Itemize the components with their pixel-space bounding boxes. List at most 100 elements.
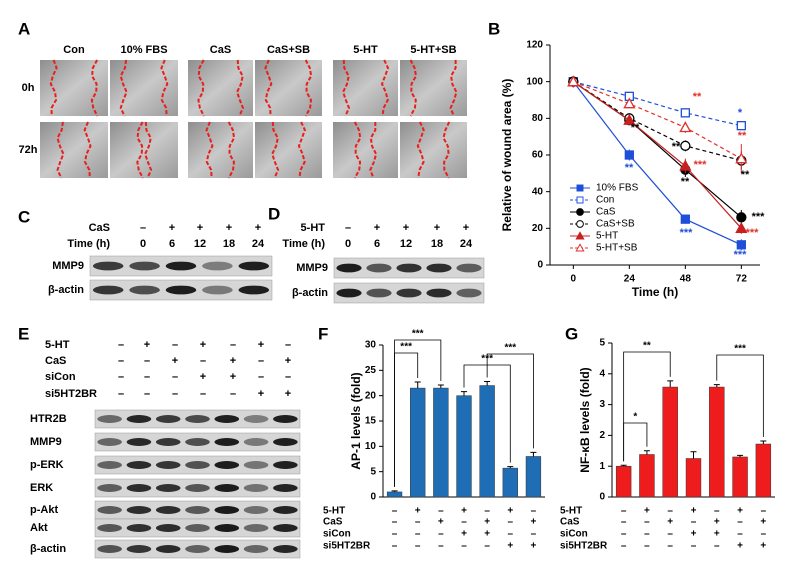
- band: [185, 461, 210, 469]
- row-label: 72h: [19, 144, 38, 156]
- band: [126, 484, 152, 492]
- bar: [755, 443, 772, 498]
- y-tick-label: 4: [599, 368, 605, 379]
- time-value: 18: [223, 238, 235, 250]
- sign: +: [374, 222, 380, 234]
- band: [155, 461, 181, 469]
- micrograph: [40, 122, 108, 178]
- y-tick-label: 30: [365, 340, 377, 351]
- bar: [502, 467, 518, 498]
- sign: +: [461, 529, 467, 540]
- legend-label: 10% FBS: [596, 183, 639, 194]
- significance: ***: [400, 342, 412, 353]
- band: [155, 545, 181, 553]
- significance: **: [681, 176, 690, 188]
- column-label: 5-HT: [353, 44, 378, 56]
- marker: [575, 231, 585, 240]
- sign: –: [737, 529, 743, 540]
- band: [243, 545, 269, 553]
- sign: –: [144, 388, 150, 400]
- sign: +: [230, 355, 236, 367]
- band: [126, 506, 152, 514]
- wound-edge: [264, 59, 273, 117]
- panel-label: G: [565, 324, 578, 343]
- time-label: Time (h): [67, 238, 110, 250]
- significance: ***: [412, 329, 424, 340]
- blot-label: β-actin: [30, 543, 66, 555]
- band: [396, 263, 422, 273]
- treatment-label: CaS: [89, 222, 110, 234]
- wound-edge: [49, 59, 58, 117]
- band: [336, 263, 362, 273]
- micrograph: [255, 122, 322, 178]
- band: [129, 285, 160, 295]
- sign: –: [200, 388, 206, 400]
- panel-label: D: [268, 204, 280, 223]
- sign: +: [737, 541, 743, 552]
- sign: –: [691, 541, 697, 552]
- band: [214, 415, 240, 423]
- significance: **: [741, 169, 750, 181]
- sign: +: [667, 517, 673, 528]
- column-label: 5-HT+SB: [410, 44, 456, 56]
- marker: [679, 159, 692, 171]
- band: [456, 263, 482, 273]
- condition-label: si5HT2BR: [45, 388, 97, 400]
- series-line: [573, 81, 742, 160]
- band: [185, 506, 210, 514]
- sign: +: [760, 541, 766, 552]
- wound-edge: [297, 121, 306, 179]
- series-line: [572, 81, 742, 162]
- band: [214, 545, 240, 553]
- condition-label: 5-HT: [323, 506, 345, 517]
- error-bar: [484, 380, 491, 386]
- band: [366, 263, 392, 273]
- sign: –: [285, 371, 291, 383]
- sign: –: [392, 541, 398, 552]
- sign: –: [737, 517, 743, 528]
- sign: +: [531, 541, 537, 552]
- wound-edge: [304, 59, 313, 117]
- band: [243, 438, 269, 446]
- y-tick-label: 0: [599, 492, 605, 503]
- panel-label: C: [18, 207, 30, 226]
- band: [243, 484, 269, 492]
- sign: –: [644, 541, 650, 552]
- bar: [709, 386, 725, 498]
- column-label: CaS: [210, 44, 231, 56]
- time-value: 6: [374, 238, 380, 250]
- condition-label: 5-HT: [45, 339, 70, 351]
- band: [97, 506, 122, 514]
- legend-label: CaS+SB: [596, 219, 635, 230]
- micrograph: [400, 122, 467, 178]
- y-tick-label: 2: [599, 430, 605, 441]
- marker: [576, 208, 584, 216]
- micrograph: [333, 60, 398, 116]
- wound-edge: [144, 121, 153, 179]
- legend-label: 5-HT: [596, 231, 618, 242]
- band: [214, 438, 240, 446]
- sign: –: [667, 506, 673, 517]
- condition-label: siCon: [45, 371, 76, 383]
- marker: [735, 221, 748, 233]
- sign: –: [118, 371, 124, 383]
- wound-edge: [227, 121, 236, 179]
- panel-label: A: [18, 19, 30, 38]
- significance: **: [738, 130, 747, 142]
- bar: [456, 395, 472, 498]
- marker: [736, 121, 746, 131]
- sign: –: [392, 529, 398, 540]
- sign: –: [118, 355, 124, 367]
- blot-label: p-ERK: [30, 459, 64, 471]
- wound-edge: [416, 121, 425, 179]
- sign: +: [531, 517, 537, 528]
- time-value: 0: [345, 238, 351, 250]
- wound-edge: [160, 59, 169, 117]
- sign: +: [255, 222, 261, 234]
- sign: –: [392, 517, 398, 528]
- significance: ***: [680, 227, 694, 239]
- band: [165, 261, 197, 271]
- sign: +: [644, 506, 650, 517]
- sign: –: [621, 517, 627, 528]
- sign: +: [691, 506, 697, 517]
